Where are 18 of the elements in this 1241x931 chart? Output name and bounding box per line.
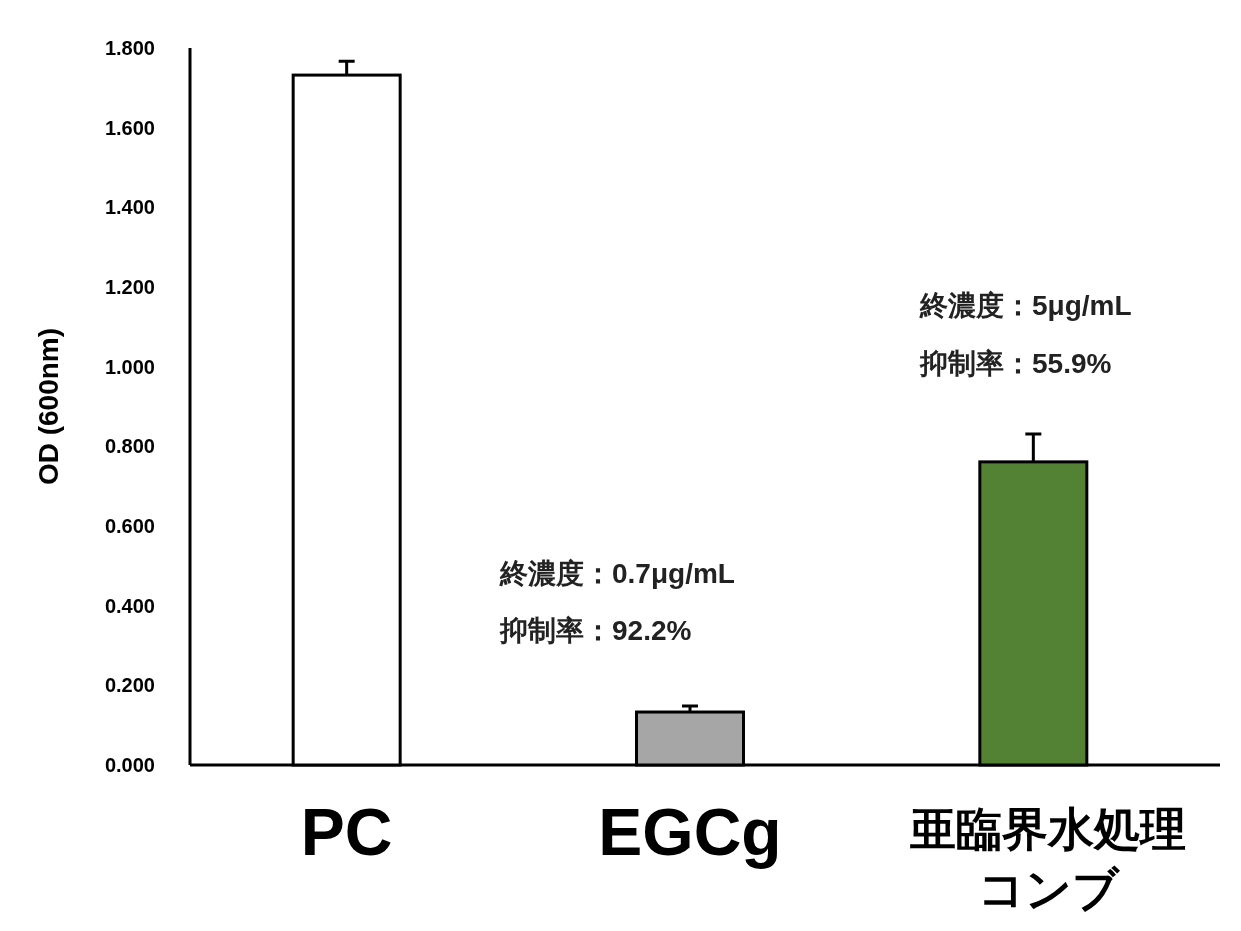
y-tick-label: 1.200 [104,276,155,298]
annotation: 終濃度：5μg/mL [919,290,1132,321]
y-tick-label: 0.600 [104,515,155,537]
annotation: 終濃度：0.7μg/mL [499,558,735,589]
y-axis-title: OD (600nm) [33,327,64,486]
y-tick-label: 1.400 [104,196,155,219]
x-tick-label: PC [300,795,393,869]
y-tick-label: 0.200 [104,674,155,697]
y-tick-label: 0.000 [104,754,155,776]
y-tick-label: 1.800 [104,37,155,59]
y-tick-label: 1.000 [104,355,155,378]
y-tick-label: 0.400 [104,594,155,617]
x-tick-label: 亜臨界水処理コンブ [909,803,1187,915]
annotation: 抑制率：92.2% [499,615,692,646]
y-tick-label: 0.800 [104,435,155,458]
y-tick-label: 1.600 [104,116,155,139]
x-tick-label: EGCg [598,795,782,869]
annotation: 抑制率：55.9% [919,348,1112,379]
